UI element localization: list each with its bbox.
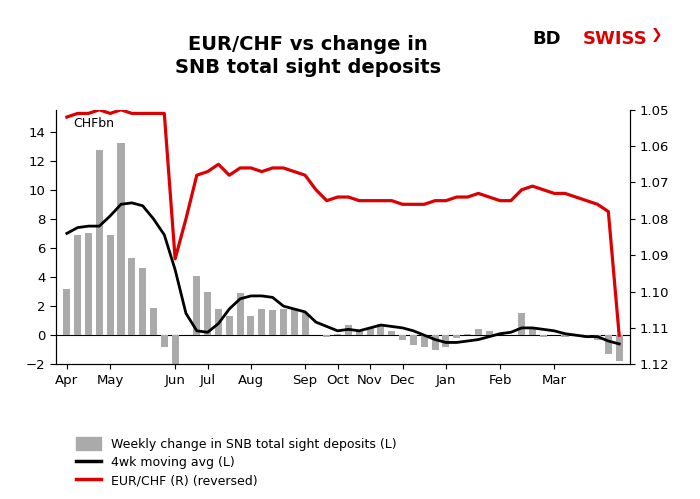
Bar: [247, 316, 255, 335]
Bar: [118, 143, 125, 335]
Bar: [345, 325, 352, 335]
Bar: [258, 309, 265, 335]
Bar: [85, 234, 92, 335]
Text: BD: BD: [532, 30, 561, 48]
Bar: [323, 335, 330, 337]
Bar: [421, 335, 428, 347]
Bar: [280, 309, 287, 335]
Bar: [139, 268, 146, 335]
Bar: [74, 235, 81, 335]
Bar: [128, 258, 135, 335]
Bar: [594, 335, 601, 339]
Bar: [63, 288, 70, 335]
Bar: [302, 313, 309, 335]
Bar: [389, 331, 396, 335]
Bar: [605, 335, 612, 354]
Bar: [193, 275, 200, 335]
Bar: [529, 329, 536, 335]
Bar: [442, 335, 449, 347]
Bar: [356, 331, 363, 335]
Text: SWISS: SWISS: [582, 30, 647, 48]
Text: EUR/CHF vs change in
SNB total sight deposits: EUR/CHF vs change in SNB total sight dep…: [175, 35, 441, 77]
Bar: [334, 334, 341, 335]
Bar: [399, 335, 406, 339]
Bar: [150, 307, 157, 335]
Bar: [496, 334, 503, 335]
Bar: [161, 335, 168, 347]
Text: CHFbn: CHFbn: [74, 117, 114, 130]
Bar: [464, 334, 471, 335]
Bar: [269, 310, 276, 335]
Bar: [453, 335, 460, 338]
Bar: [204, 291, 211, 335]
Bar: [486, 331, 493, 335]
Bar: [367, 328, 374, 335]
Bar: [226, 316, 233, 335]
Bar: [106, 235, 113, 335]
Bar: [215, 309, 222, 335]
Bar: [290, 309, 298, 335]
Legend: Weekly change in SNB total sight deposits (L), 4wk moving avg (L), EUR/CHF (R) (: Weekly change in SNB total sight deposit…: [76, 437, 397, 488]
Bar: [561, 335, 568, 337]
Bar: [96, 151, 103, 335]
Bar: [518, 313, 525, 335]
Bar: [540, 335, 547, 337]
Bar: [431, 335, 439, 350]
Bar: [615, 335, 623, 361]
Bar: [410, 335, 417, 345]
Bar: [172, 335, 178, 367]
Bar: [237, 293, 244, 335]
Text: ❯: ❯: [651, 28, 663, 42]
Bar: [475, 329, 482, 335]
Bar: [377, 323, 384, 335]
Bar: [583, 335, 590, 338]
